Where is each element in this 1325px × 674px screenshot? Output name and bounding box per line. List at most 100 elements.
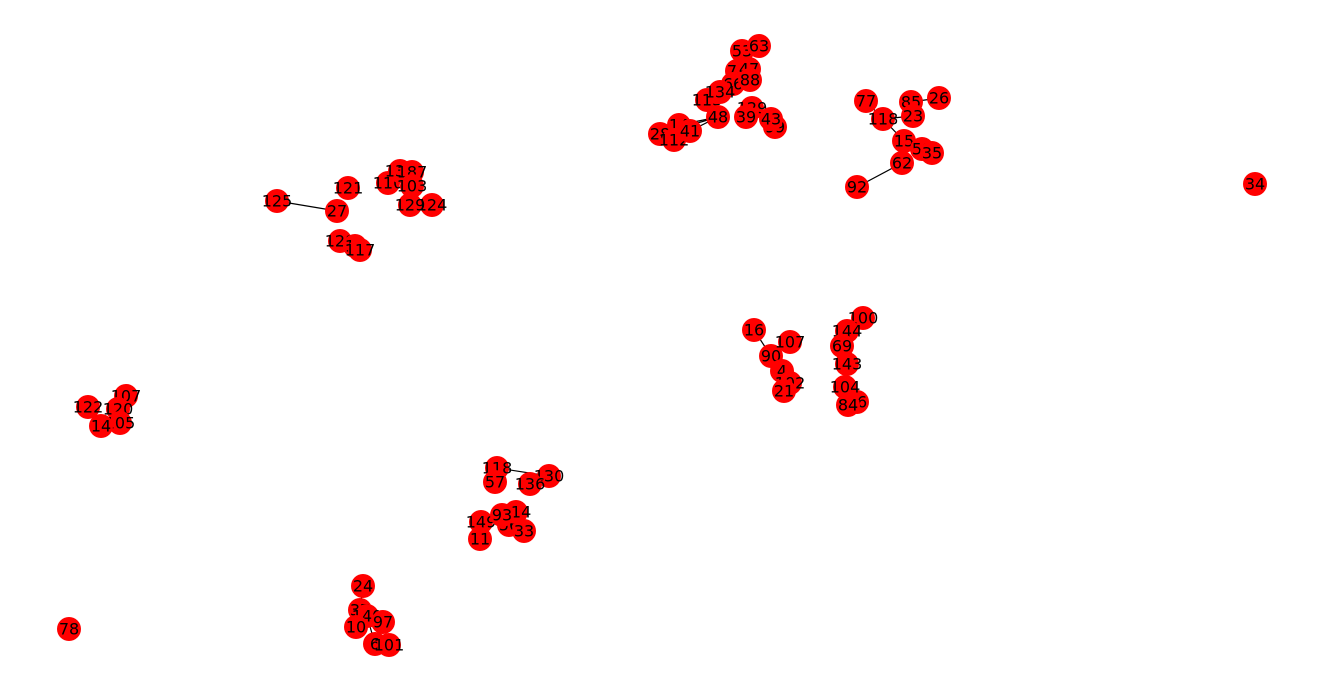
graph-node: 84 xyxy=(836,393,860,417)
graph-node-label: 122 xyxy=(73,398,104,417)
graph-node-label: 77 xyxy=(856,92,876,111)
graph-node-circle xyxy=(512,519,536,543)
graph-node: 124 xyxy=(417,193,448,217)
graph-node: 69 xyxy=(830,334,854,358)
graph-node-circle xyxy=(772,379,796,403)
graph-node: 15 xyxy=(892,129,916,153)
graph-node-label: 125 xyxy=(262,192,293,211)
graph-node-circle xyxy=(344,615,368,639)
graph-node-circle xyxy=(854,89,878,113)
graph-node-label: 88 xyxy=(740,71,760,90)
graph-node: 24 xyxy=(351,574,375,598)
graph-node: 21 xyxy=(772,379,796,403)
graph-node-label: 107 xyxy=(775,333,806,352)
graph-node-circle xyxy=(76,395,100,419)
graph-node: 78 xyxy=(57,617,81,641)
graph-node-label: 48 xyxy=(708,108,728,127)
graph-node-label: 24 xyxy=(353,577,373,596)
graph-node-circle xyxy=(742,318,766,342)
graph-node: 136 xyxy=(515,472,546,496)
graph-node-label: 4 xyxy=(777,362,787,381)
graph-node: 62 xyxy=(890,151,914,175)
graph-node-circle xyxy=(537,464,561,488)
graph-node-circle xyxy=(1243,172,1267,196)
graph-node-circle xyxy=(490,503,514,527)
graph-node: 77 xyxy=(854,89,878,113)
graph-node: 10 xyxy=(344,615,368,639)
graph-node-label: 104 xyxy=(830,378,861,397)
graph-node: 107 xyxy=(775,330,806,354)
graph-node-circle xyxy=(851,306,875,330)
graph-node-circle xyxy=(678,119,702,143)
graph-node-label: 14 xyxy=(91,417,111,436)
graph-node-label: 121 xyxy=(333,179,364,198)
graph-node-label: 78 xyxy=(59,620,79,639)
graph-node-circle xyxy=(890,151,914,175)
graph-node: 35 xyxy=(920,141,944,165)
graph-node-label: 149 xyxy=(466,513,497,532)
graph-node: 92 xyxy=(845,175,869,199)
graph-node-label: 136 xyxy=(515,475,546,494)
graph-node-label: 10 xyxy=(346,618,366,637)
graph-node-label: 16 xyxy=(744,321,764,340)
graph-node-circle xyxy=(400,174,424,198)
graph-node-label: 15 xyxy=(894,132,914,151)
graph-node-label: 11 xyxy=(470,530,490,549)
graph-node-circle xyxy=(325,199,349,223)
graph-node-label: 92 xyxy=(847,178,867,197)
graph-node-label: 117 xyxy=(345,241,376,260)
graph-node: 104 xyxy=(830,375,861,399)
graph-node: 27 xyxy=(325,199,349,223)
graph-node-label: 129 xyxy=(395,196,426,215)
graph-node-circle xyxy=(420,193,444,217)
graph-node: 129 xyxy=(395,193,426,217)
graph-node-label: 6 xyxy=(370,635,380,654)
graph-node: 39 xyxy=(734,105,758,129)
graph-node-circle xyxy=(734,105,758,129)
graph-node-label: 41 xyxy=(680,122,700,141)
graph-node-circle xyxy=(830,334,854,358)
graph-node-circle xyxy=(89,414,113,438)
graph-node-circle xyxy=(708,80,732,104)
graph-node-circle xyxy=(927,86,951,110)
graph-node-label: 23 xyxy=(903,107,923,126)
graph-node-circle xyxy=(759,107,783,131)
graph-node-circle xyxy=(265,189,289,213)
graph-node: 41 xyxy=(678,119,702,143)
graph-node-label: 57 xyxy=(485,473,505,492)
graph-node: 121 xyxy=(333,176,364,200)
graph-node-label: 103 xyxy=(397,177,428,196)
graph-node-label: 124 xyxy=(417,196,448,215)
graph-node-label: 21 xyxy=(774,382,794,401)
graph-node-circle xyxy=(377,633,401,657)
graph-node-label: 33 xyxy=(514,522,534,541)
graph-node: 43 xyxy=(759,107,783,131)
graph-node-circle xyxy=(901,104,925,128)
graph-node: 103 xyxy=(397,174,428,198)
graph-node-circle xyxy=(108,411,132,435)
graph-node-circle xyxy=(483,470,507,494)
graph-node: 122 xyxy=(73,395,104,419)
graph-node-circle xyxy=(747,34,771,58)
graph-node-circle xyxy=(371,610,395,634)
graph-node-circle xyxy=(518,472,542,496)
graph-node-label: 27 xyxy=(327,202,347,221)
graph-node-circle xyxy=(468,527,492,551)
graph-node: 16 xyxy=(742,318,766,342)
graph-node-label: 134 xyxy=(705,83,736,102)
graph-node-circle xyxy=(871,107,895,131)
graph-node-circle xyxy=(833,375,857,399)
graph-node-circle xyxy=(469,510,493,534)
graph-node-label: 69 xyxy=(832,337,852,356)
graph-node-circle xyxy=(57,617,81,641)
graph-node-circle xyxy=(892,129,916,153)
graph-node: 48 xyxy=(706,105,730,129)
graph-node-circle xyxy=(351,574,375,598)
graph-node-label: 84 xyxy=(838,396,858,415)
graph-nodes: 1252712111013818710312412912812117536374… xyxy=(57,34,1267,657)
graph-node-circle xyxy=(920,141,944,165)
graph-node-label: 93 xyxy=(492,506,512,525)
graph-node: 143 xyxy=(832,352,862,376)
graph-node: 23 xyxy=(901,104,925,128)
graph-node-label: 118 xyxy=(868,110,899,129)
